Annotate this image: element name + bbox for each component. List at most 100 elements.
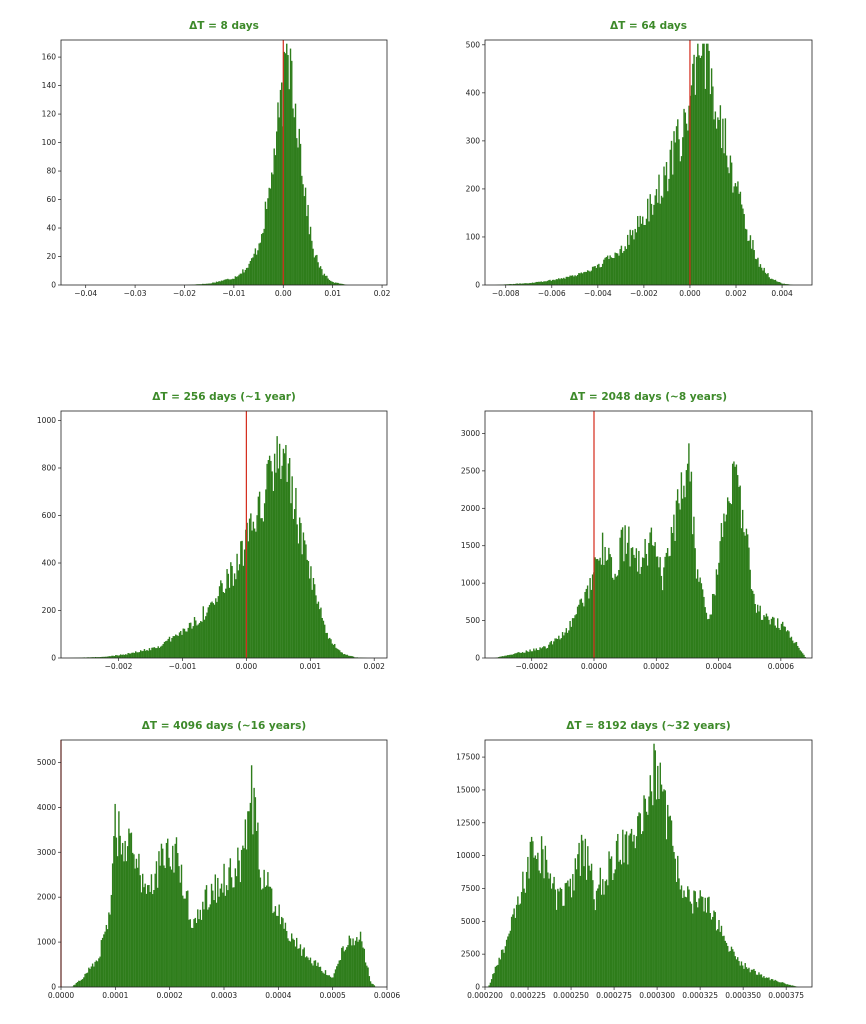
histogram-bar [135,858,138,987]
histogram-bar [737,181,739,285]
histogram-bar [99,956,101,987]
y-tick-label: 2500 [461,466,480,475]
histogram-bar [668,556,670,658]
histogram-bar [521,652,524,658]
histogram-bar [555,279,557,285]
histogram-bar [660,784,663,987]
histogram-bar [338,283,341,285]
histogram-bar [240,541,242,658]
histogram-bar [640,834,643,987]
histogram-bar [621,252,624,285]
histogram-bar [208,604,211,658]
histogram-bar [276,436,278,658]
histogram-bar [619,537,621,658]
histogram-bar [524,652,526,658]
histogram-bar [559,639,561,658]
histogram-bar [329,280,332,285]
histogram-bar [183,628,186,658]
histogram-bar [97,657,99,658]
histogram-bar [624,834,626,987]
histogram-bar [88,967,90,987]
histogram-bar [689,901,691,987]
histogram-bar [611,577,614,658]
histogram-bar [603,259,605,285]
histogram-bar [772,279,774,285]
histogram-bar [259,877,262,987]
histogram-bar [309,226,312,285]
histogram-bar [116,655,118,658]
histogram-bar [313,960,315,987]
x-tick-label: 0.000250 [553,991,589,1000]
histogram-bar [513,654,515,658]
histogram-bar [557,888,559,987]
histogram-bar [764,272,767,285]
histogram-bar [327,975,329,987]
histogram-bar [650,203,653,285]
histogram-bar [99,657,102,658]
x-tick-label: 0.0004 [265,991,291,1000]
y-tick-label: 20 [46,252,56,261]
histogram-bar [615,576,618,658]
histogram-bar [751,590,754,658]
histogram-bar [703,596,705,658]
histogram-bar [536,649,539,658]
histogram-bar [210,602,212,658]
histogram-bar [206,612,208,658]
histogram-bar [768,277,770,285]
histogram-bar [297,948,299,987]
histogram-bar [539,647,541,658]
histogram-bar [119,835,121,987]
histogram-bar [579,273,581,285]
histogram-bar [518,904,520,987]
histogram-bar [683,108,685,285]
histogram-bar [85,973,88,987]
histogram-bar [124,840,126,987]
histogram-bar [765,977,768,987]
histogram-bar [568,886,570,987]
histogram-bar [659,762,661,987]
histogram-bar [281,465,283,658]
histogram-bar [759,974,761,987]
histogram-bar [515,283,517,285]
histogram-bar [648,796,650,987]
histogram-bar [203,909,205,987]
histogram-bar [134,868,136,987]
histogram-bar [280,478,282,658]
histogram-bar [601,263,604,285]
histogram-bar [161,645,163,658]
histogram-bar [597,888,599,987]
histogram-bar [235,876,238,987]
histogram-bar [634,848,636,987]
histogram-bar [303,947,305,987]
histogram-bar [319,266,322,285]
y-tick-label: 0 [475,983,480,992]
histogram-bar [594,910,597,987]
histogram-bar [521,283,524,285]
histogram-bar [532,841,534,987]
histogram-bar [539,281,541,285]
histogram-bar [311,240,313,285]
histogram-bar [724,118,727,285]
histogram-bar [337,963,339,987]
histogram-bar [564,632,566,658]
histogram-bar [182,895,184,987]
histogram-bar [347,655,350,658]
histogram-bar [718,119,720,285]
histogram-bar [761,619,764,658]
histogram-bar [645,218,648,285]
histogram-bar [254,248,257,285]
histogram-bar [296,138,298,285]
histogram-bar [268,886,270,987]
histogram-bar [323,273,326,285]
histogram-bar [554,889,557,987]
histogram-bar [538,281,540,285]
histogram-bar [158,851,160,987]
histogram-bar [279,924,282,987]
histogram-bar [686,463,689,658]
histogram-bar [545,648,548,658]
histogram-bar [753,968,755,987]
x-tick-label: −0.004 [584,289,612,298]
histogram-bar [228,587,231,658]
histogram-bar [509,283,511,285]
histogram-bar [264,201,267,285]
